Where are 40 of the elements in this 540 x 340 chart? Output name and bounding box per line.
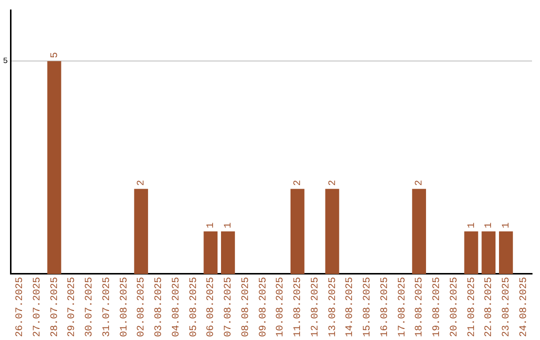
data-label: 1 bbox=[224, 222, 235, 228]
x-tick-label: 19.08.2025 bbox=[432, 276, 444, 338]
data-label: 1 bbox=[502, 222, 513, 228]
data-label: 5 bbox=[50, 52, 61, 58]
x-tick-label: 27.07.2025 bbox=[32, 276, 44, 338]
data-label: 2 bbox=[136, 180, 148, 186]
data-label: 2 bbox=[414, 180, 426, 186]
x-tick-label: 31.07.2025 bbox=[102, 276, 113, 338]
x-tick-label: 30.07.2025 bbox=[84, 276, 96, 338]
x-tick-label: 20.08.2025 bbox=[449, 276, 460, 338]
x-tick-label: 10.08.2025 bbox=[276, 276, 287, 338]
x-tick-label: 03.08.2025 bbox=[154, 276, 166, 338]
x-tick-label: 11.08.2025 bbox=[293, 276, 304, 338]
data-label: 1 bbox=[206, 222, 218, 228]
x-tick-label: 13.08.2025 bbox=[328, 276, 339, 338]
x-tick-label: 01.08.2025 bbox=[119, 276, 130, 338]
x-tick-label: 08.08.2025 bbox=[240, 276, 252, 338]
x-tick-label: 18.08.2025 bbox=[414, 276, 426, 338]
x-tick-label: 23.08.2025 bbox=[502, 276, 513, 338]
x-tick-label: 28.07.2025 bbox=[50, 276, 61, 338]
x-tick-label: 09.08.2025 bbox=[258, 276, 270, 338]
x-tick-label: 05.08.2025 bbox=[188, 276, 200, 338]
x-tick-label: 06.08.2025 bbox=[206, 276, 218, 338]
x-tick-label: 02.08.2025 bbox=[136, 276, 148, 338]
x-tick-label: 29.07.2025 bbox=[67, 276, 78, 338]
x-tick-label: 14.08.2025 bbox=[345, 276, 356, 338]
x-tick-label: 15.08.2025 bbox=[362, 276, 374, 338]
x-tick-label: 12.08.2025 bbox=[310, 276, 322, 338]
x-tick-label: 17.08.2025 bbox=[397, 276, 408, 338]
x-tick-label: 07.08.2025 bbox=[224, 276, 235, 338]
x-tick-label: 21.08.2025 bbox=[466, 276, 478, 338]
data-label: 1 bbox=[484, 222, 496, 228]
data-label: 1 bbox=[466, 222, 478, 228]
data-label: 2 bbox=[328, 180, 339, 186]
x-tick-label: 22.08.2025 bbox=[484, 276, 496, 338]
data-label: 2 bbox=[293, 180, 304, 186]
x-tick-label: 26.07.2025 bbox=[15, 276, 26, 338]
x-tick-label: 04.08.2025 bbox=[171, 276, 182, 338]
x-tick-label: 24.08.2025 bbox=[518, 276, 530, 338]
x-tick-label: 16.08.2025 bbox=[380, 276, 391, 338]
